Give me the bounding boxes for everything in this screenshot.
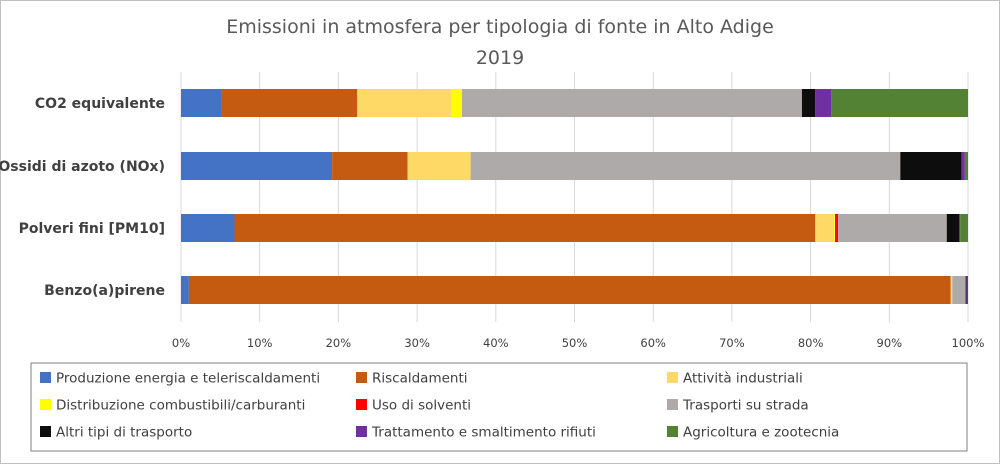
x-tick-label: 40% xyxy=(483,336,509,350)
bar-segment xyxy=(181,276,189,304)
x-tick-label: 100% xyxy=(952,336,985,350)
legend-swatch xyxy=(40,426,51,437)
legend-label: Produzione energia e teleriscaldamenti xyxy=(56,371,320,387)
bar-segment xyxy=(181,89,222,117)
bars xyxy=(181,89,968,304)
legend-box xyxy=(30,362,968,452)
bar-segment xyxy=(234,214,816,242)
bar-segment xyxy=(181,214,235,242)
legend-swatch xyxy=(356,372,367,383)
x-tick-label: 60% xyxy=(640,336,666,350)
x-tick-label: 50% xyxy=(562,336,588,350)
legend-label: Agricoltura e zootecnia xyxy=(683,425,839,441)
legend: Produzione energia e teleriscaldamenti Ri… xyxy=(40,371,839,441)
x-tick-label: 20% xyxy=(326,336,352,350)
bar-segment xyxy=(961,152,965,180)
legend-label: Distribuzione combustibili/carburanti xyxy=(56,398,305,414)
bar-segment xyxy=(834,214,835,242)
bar-segment xyxy=(801,89,816,117)
bar-segment xyxy=(952,276,966,304)
legend-swatch xyxy=(667,372,678,383)
bar-segment xyxy=(461,89,802,117)
bar-segment xyxy=(451,89,462,117)
bar-segment xyxy=(831,89,968,117)
x-axis-tick-labels: 0% 10% 20% 30% 40% 50% 60% 70% 80% 90% 100% xyxy=(172,336,985,350)
bar-segment xyxy=(960,214,968,242)
bar-segment xyxy=(815,89,832,117)
bar-segment xyxy=(959,214,961,242)
category-label: CO2 equivalente xyxy=(35,96,165,112)
bar-segment xyxy=(221,89,358,117)
bar-segment xyxy=(815,214,835,242)
bar-segment xyxy=(946,214,960,242)
x-tick-label: 0% xyxy=(172,336,190,350)
bar-segment xyxy=(900,152,962,180)
legend-swatch xyxy=(356,426,367,437)
category-label: Ossidi di azoto (NOx) xyxy=(0,159,165,175)
x-tick-label: 10% xyxy=(247,336,273,350)
x-tick-label: 80% xyxy=(798,336,824,350)
bar-segment xyxy=(950,276,953,304)
bar-segment xyxy=(966,276,968,304)
category-labels: CO2 equivalente Ossidi di azoto (NOx) Polv… xyxy=(0,96,165,299)
bar-segment xyxy=(181,152,333,180)
category-label: Polveri fini [PM10] xyxy=(19,221,165,237)
legend-label: Attività industriali xyxy=(683,371,803,387)
chart-subtitle: 2019 xyxy=(476,47,524,69)
x-tick-label: 90% xyxy=(877,336,903,350)
bar-segment xyxy=(332,152,408,180)
legend-label: Riscaldamenti xyxy=(372,371,468,387)
bar-segment xyxy=(470,152,901,180)
category-label: Benzo(a)pirene xyxy=(44,283,165,299)
bar-segment xyxy=(838,214,947,242)
bar-segment xyxy=(188,276,951,304)
x-tick-label: 70% xyxy=(719,336,745,350)
bar-segment xyxy=(964,152,968,180)
bar-segment xyxy=(357,89,452,117)
legend-swatch xyxy=(40,372,51,383)
x-tick-label: 30% xyxy=(404,336,430,350)
legend-label: Altri tipi di trasporto xyxy=(56,425,192,441)
legend-swatch xyxy=(667,426,678,437)
bar-segment xyxy=(965,276,967,304)
legend-swatch xyxy=(40,399,51,410)
legend-label: Trasporti su strada xyxy=(682,398,809,414)
legend-label: Trattamento e smaltimento rifiuti xyxy=(371,425,596,441)
legend-label: Uso di solventi xyxy=(372,398,471,414)
bar-segment xyxy=(407,152,471,180)
bar-segment xyxy=(834,214,839,242)
legend-swatch xyxy=(667,399,678,410)
chart-title: Emissioni in atmosfera per tipologia di … xyxy=(226,16,774,38)
legend-swatch xyxy=(356,399,367,410)
